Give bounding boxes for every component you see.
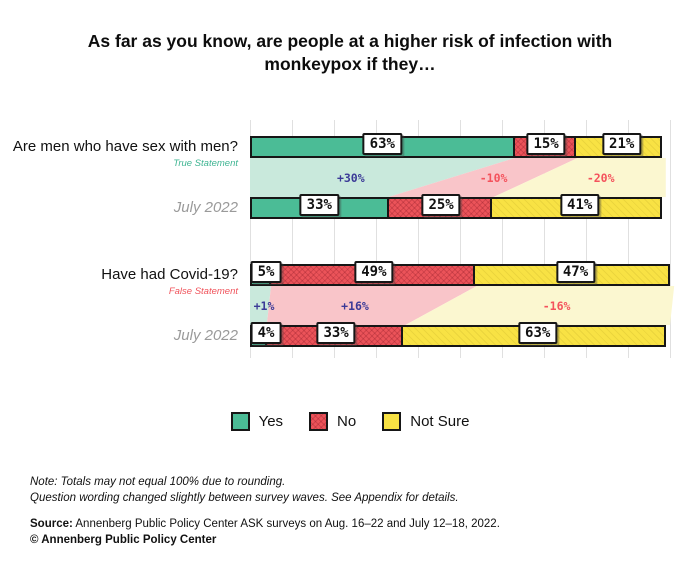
footnotes: Note: Totals may not equal 100% due to r… — [30, 474, 459, 506]
question-label-msm: Are men who have sex with men? — [12, 138, 238, 155]
change-value-label: -16% — [542, 298, 571, 313]
bar-value-label: 49% — [354, 261, 394, 283]
gridline — [334, 120, 335, 358]
bar-value-label: 4% — [250, 322, 282, 344]
bar-value-label: 33% — [316, 322, 356, 344]
not-sure-swatch — [382, 412, 402, 431]
change-area-not-sure — [493, 158, 666, 197]
legend-item-yes: Yes — [230, 412, 284, 431]
gridline — [502, 120, 503, 358]
stacked-bar-aug-covid: 5% 49% 47% — [250, 261, 671, 286]
change-area-yes — [250, 158, 515, 197]
gridline — [586, 120, 587, 358]
gridline — [418, 120, 419, 358]
question-label-covid: Have had Covid-19? — [101, 266, 238, 283]
legend-label-no: No — [337, 413, 357, 430]
legend: Yes No Not Sure — [0, 412, 700, 431]
change-area-no — [388, 158, 578, 197]
change-band-covid — [250, 286, 675, 325]
footnote-wording: Question wording changed slightly betwee… — [30, 492, 459, 504]
no-swatch — [309, 412, 329, 431]
gridline — [628, 120, 629, 358]
change-band-msm — [250, 158, 666, 197]
source-line: Source: Annenberg Public Policy Center A… — [30, 516, 500, 532]
gridline — [376, 120, 377, 358]
copyright-line: © Annenberg Public Policy Center — [30, 534, 217, 546]
statement-label-true: True Statement — [173, 158, 238, 169]
source-prefix: Source: — [30, 518, 73, 530]
legend-item-no: No — [309, 412, 356, 431]
legend-label-yes: Yes — [258, 413, 284, 430]
legend-item-not-sure: Not Sure — [382, 412, 469, 431]
bar-value-label: 33% — [299, 194, 339, 216]
bar-value-label: 41% — [560, 194, 600, 216]
change-area-not-sure — [405, 286, 675, 325]
source-block: Source: Annenberg Public Policy Center A… — [30, 516, 500, 548]
stacked-bar-aug-msm: 63% 15% 21% — [250, 133, 662, 158]
change-value-label: +30% — [336, 170, 365, 185]
change-value-label: -10% — [479, 170, 508, 185]
change-value-label: +16% — [341, 298, 369, 313]
bar-value-label: 47% — [555, 261, 596, 283]
yes-swatch — [230, 412, 250, 431]
gridline — [544, 120, 545, 358]
stacked-bar-july-covid: 4% 33% 63% — [250, 322, 666, 347]
gridline — [460, 120, 461, 358]
bar-value-label: 63% — [362, 133, 402, 155]
gridline — [250, 120, 251, 358]
bar-value-label: 15% — [526, 133, 566, 155]
change-value-label: +1% — [253, 298, 275, 313]
change-area-yes — [250, 286, 271, 325]
change-value-label: -20% — [586, 170, 615, 185]
change-labels-covid: +1% +16% -16% — [250, 286, 676, 325]
wave-label-july-2022-msm: July 2022 — [173, 199, 238, 216]
wave-label-july-2022-covid: July 2022 — [173, 327, 238, 344]
source-text: Annenberg Public Policy Center ASK surve… — [72, 518, 500, 530]
gridline — [670, 120, 671, 358]
chart-title: As far as you know, are people at a high… — [87, 31, 613, 75]
legend-label-not-sure: Not Sure — [410, 413, 470, 430]
change-labels-msm: +30% -10% -20% — [250, 158, 676, 197]
bar-value-label: 25% — [421, 194, 461, 216]
bar-value-label: 5% — [250, 261, 282, 283]
footnote-rounding: Note: Totals may not equal 100% due to r… — [30, 476, 286, 488]
gridline — [292, 120, 293, 358]
stacked-bar-july-msm: 33% 25% 41% — [250, 194, 662, 219]
bar-value-label: 63% — [518, 322, 558, 344]
bar-value-label: 21% — [602, 133, 642, 155]
statement-label-false: False Statement — [168, 286, 238, 297]
change-area-no — [266, 286, 477, 325]
